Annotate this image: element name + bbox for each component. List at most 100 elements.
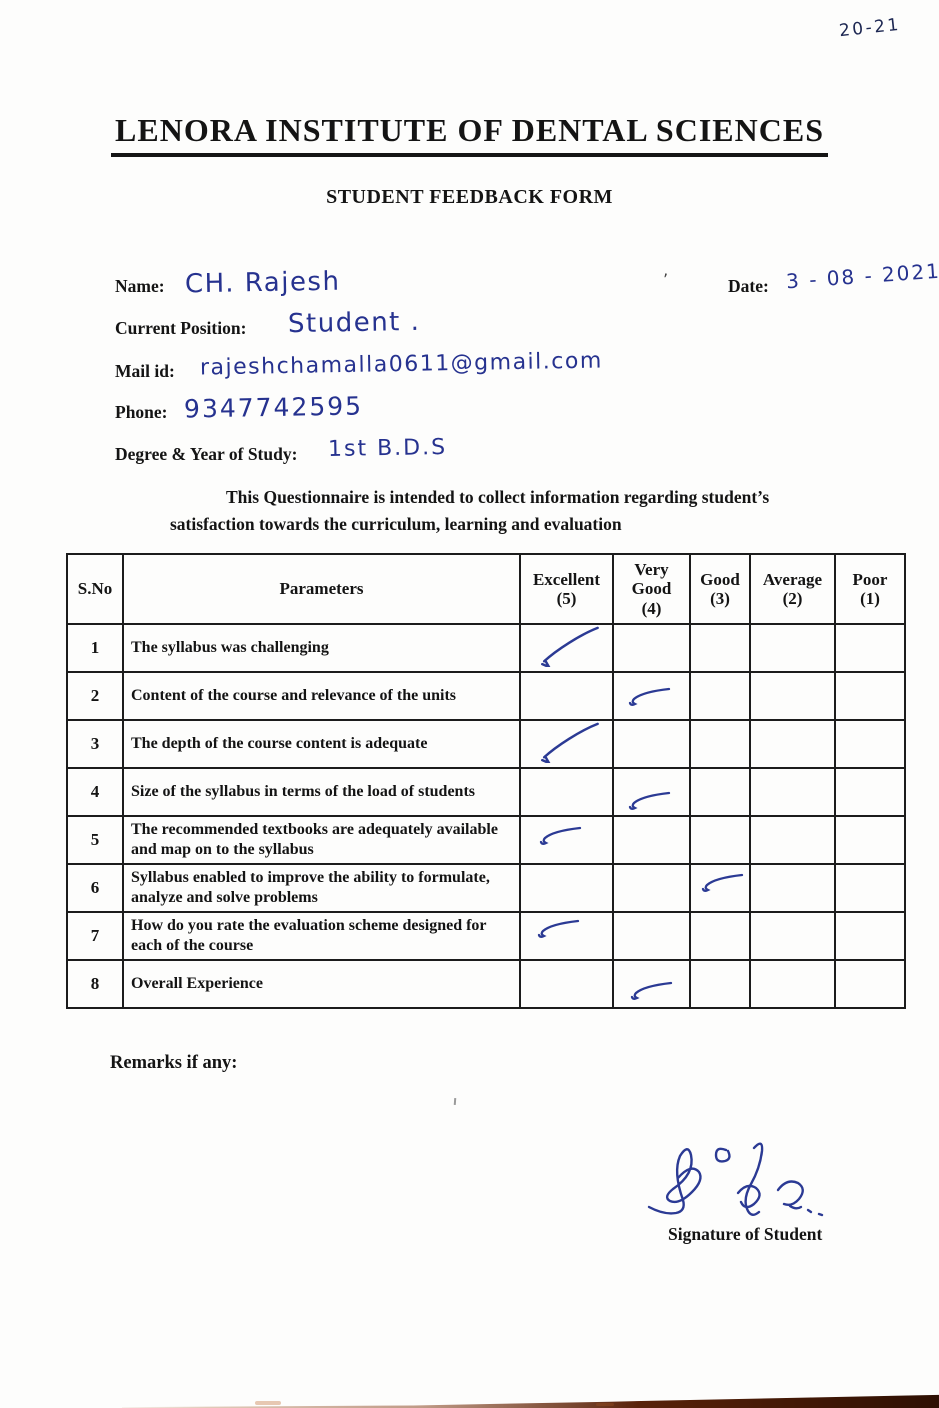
header-poor: Poor (1) (834, 553, 906, 625)
rating-cell-good (689, 863, 751, 913)
pen-checkmark (628, 791, 671, 810)
rating-cell-excellent (519, 911, 614, 961)
rating-cell-average (749, 863, 836, 913)
degree-year-label: Degree & Year of Study: (115, 444, 298, 464)
rating-cell-average (749, 959, 836, 1009)
rating-cell-excellent (519, 719, 614, 769)
sno-cell: 6 (66, 863, 124, 913)
header-average: Average (2) (749, 553, 836, 625)
table-row: 4 Size of the syllabus in terms of the l… (66, 767, 906, 817)
header-sno: S.No (66, 553, 124, 625)
parameter-cell: Size of the syllabus in terms of the loa… (122, 767, 521, 817)
rating-cell-excellent (519, 623, 614, 673)
rating-cell-good (689, 623, 751, 673)
table-row: 2 Content of the course and relevance of… (66, 671, 906, 721)
pen-checkmark (630, 981, 673, 1000)
questionnaire-intro-text: This Questionnaire is intended to collec… (170, 487, 770, 535)
rating-cell-poor (834, 911, 906, 961)
rating-cell-average (749, 671, 836, 721)
parameter-cell: Syllabus enabled to improve the ability … (122, 863, 521, 913)
rating-cell-good (689, 671, 751, 721)
name-label: Name: (115, 276, 165, 296)
header-excellent: Excellent (5) (519, 553, 614, 625)
table-row: 8 Overall Experience (66, 959, 906, 1009)
rating-cell-very-good (612, 719, 691, 769)
header-good: Good (3) (689, 553, 751, 625)
current-position-label: Current Position: (115, 318, 247, 338)
mail-id-label: Mail id: (115, 361, 175, 381)
rating-cell-very-good (612, 671, 691, 721)
scan-page-edge-shadow (122, 1394, 939, 1408)
rating-cell-poor (834, 815, 906, 865)
rating-cell-good (689, 719, 751, 769)
sno-cell: 7 (66, 911, 124, 961)
pen-checkmark (537, 919, 580, 938)
parameter-cell: The syllabus was challenging (122, 623, 521, 673)
date-label: Date: (728, 276, 769, 296)
table-row: 3 The depth of the course content is ade… (66, 719, 906, 769)
scan-speck (453, 1097, 457, 1106)
mail-id-value-handwritten: rajeshchamalla0611@gmail.com (199, 348, 603, 381)
table-header-row: S.No Parameters Excellent (5) Very Good (4… (66, 553, 906, 625)
rating-cell-very-good (612, 863, 691, 913)
phone-value-handwritten: 9347742595 (183, 391, 364, 424)
current-position-value-handwritten: Student . (287, 306, 421, 340)
rating-cell-average (749, 815, 836, 865)
pen-checkmark (541, 626, 599, 667)
pen-checkmark (628, 687, 671, 706)
rating-cell-average (749, 767, 836, 817)
rating-cell-very-good (612, 815, 691, 865)
rating-cell-excellent (519, 671, 614, 721)
table-row: 7 How do you rate the evaluation scheme … (66, 911, 906, 961)
remarks-label: Remarks if any: (110, 1053, 238, 1073)
pen-checkmark (701, 873, 744, 892)
sno-cell: 2 (66, 671, 124, 721)
rating-cell-poor (834, 959, 906, 1009)
scan-smudge (255, 1401, 281, 1405)
table-row: 5 The recommended textbooks are adequate… (66, 815, 906, 865)
sno-cell: 1 (66, 623, 124, 673)
rating-cell-excellent (519, 815, 614, 865)
rating-cell-good (689, 911, 751, 961)
form-header: LENORA INSTITUTE OF DENTAL SCIENCES (0, 112, 939, 157)
sno-cell: 3 (66, 719, 124, 769)
student-signature-scribble (647, 1142, 824, 1217)
table-row: 6 Syllabus enabled to improve the abilit… (66, 863, 906, 913)
rating-cell-average (749, 719, 836, 769)
rating-cell-poor (834, 719, 906, 769)
pen-checkmark (539, 826, 582, 845)
parameter-cell: How do you rate the evaluation scheme de… (122, 911, 521, 961)
rating-cell-good (689, 767, 751, 817)
parameter-cell: Overall Experience (122, 959, 521, 1009)
rating-cell-poor (834, 623, 906, 673)
rating-cell-poor (834, 671, 906, 721)
institute-title: LENORA INSTITUTE OF DENTAL SCIENCES (111, 112, 828, 157)
rating-cell-average (749, 623, 836, 673)
pen-checkmark (541, 722, 599, 763)
sno-cell: 4 (66, 767, 124, 817)
rating-cell-average (749, 911, 836, 961)
rating-cell-good (689, 959, 751, 1009)
rating-cell-very-good (612, 911, 691, 961)
stray-pen-mark: ’ (663, 270, 669, 289)
feedback-rating-table: S.No Parameters Excellent (5) Very Good (4… (66, 553, 906, 1009)
rating-cell-very-good (612, 767, 691, 817)
table-row: 1 The syllabus was challenging (66, 623, 906, 673)
parameter-cell: The recommended textbooks are adequately… (122, 815, 521, 865)
form-subtitle: STUDENT FEEDBACK FORM (326, 186, 613, 208)
rating-cell-excellent (519, 863, 614, 913)
parameter-cell: Content of the course and relevance of t… (122, 671, 521, 721)
rating-cell-very-good (612, 959, 691, 1009)
parameter-cell: The depth of the course content is adequ… (122, 719, 521, 769)
rating-cell-very-good (612, 623, 691, 673)
rating-cell-good (689, 815, 751, 865)
sno-cell: 5 (66, 815, 124, 865)
date-value-handwritten: 3 - 08 - 2021 (785, 258, 939, 294)
scan-smudge (596, 1403, 614, 1406)
rating-cell-poor (834, 767, 906, 817)
corner-year-note: 20-21 (838, 14, 902, 42)
phone-label: Phone: (115, 402, 168, 422)
rating-cell-excellent (519, 767, 614, 817)
name-value-handwritten: CH. Rajesh (184, 266, 341, 300)
